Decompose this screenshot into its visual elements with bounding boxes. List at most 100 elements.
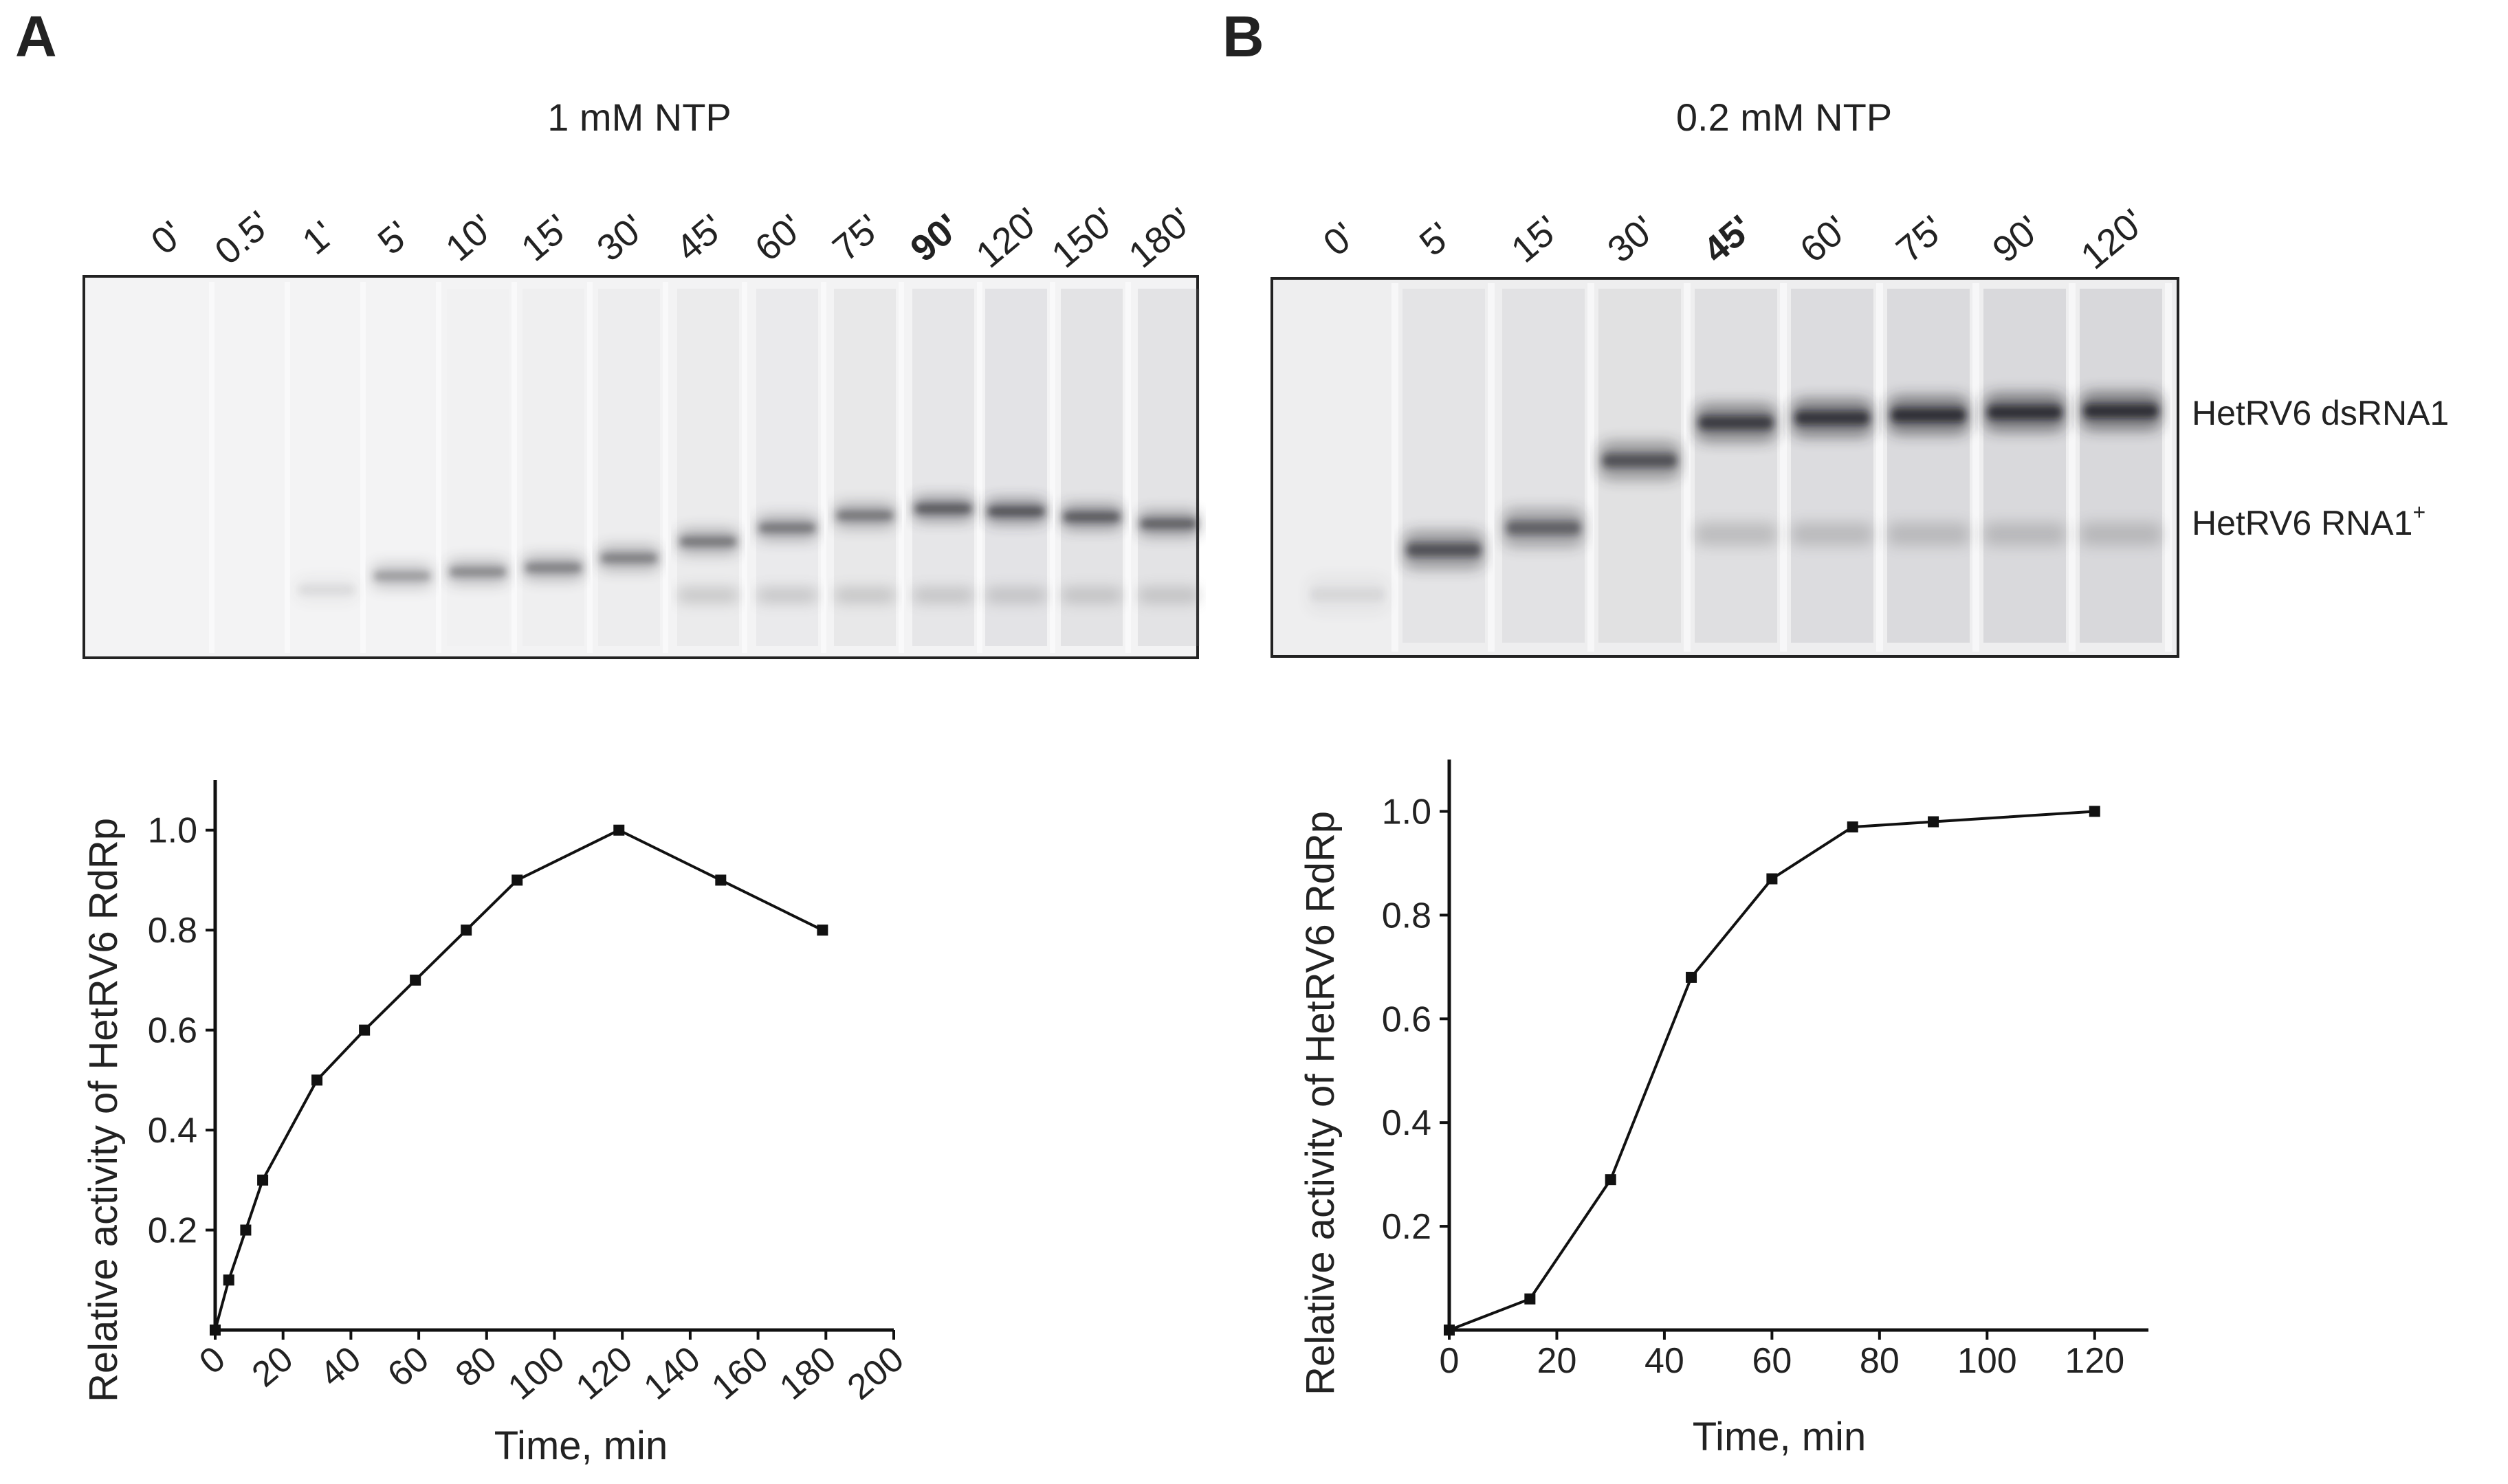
gel-a-lower-band [1061,588,1123,603]
gel-b-image [1270,277,2179,658]
chart-a-x-tick-label: 180 [772,1339,844,1408]
gel-a-lane-gap [285,282,290,653]
gel-b-lane-gap [1587,283,1594,652]
gel-a-lower-band [985,588,1047,603]
gel-a-lane-smear [985,289,1047,646]
chart-a-data-point [223,1274,234,1286]
gel-a-lane-smear [598,289,660,646]
band-label-rna1-superscript: + [2412,500,2426,524]
chart-b-x-tick-label: 100 [1957,1341,2017,1381]
gel-a-band [837,511,893,520]
chart-b-y-tick-label: 0.2 [1382,1207,1431,1247]
chart-a-x-tick-label: 80 [448,1339,505,1395]
gel-a-lane-label: 75' [825,207,888,269]
gel-a-lane-gap [209,282,214,653]
chart-a-y-tick-label: 0.8 [148,911,197,951]
gel-a-lane-label: 10' [438,207,501,269]
chart-a-x-tick-label: 100 [500,1339,572,1408]
gel-b-lane-gap [1780,283,1787,652]
chart-b-data-point [1766,873,1778,885]
chart-a-data-point [715,874,727,886]
chart-a-data-point [461,924,472,936]
chart-a: Relative activity of HetRV6 RdRp Time, m… [81,780,912,1468]
gel-b-lower-band [2080,522,2162,546]
gel-a-lane-label: 0.5' [207,203,278,273]
gel-b-band [1795,411,1869,425]
gel-b-lane-gap [2069,283,2076,652]
gel-a-band [759,523,815,533]
gel-a-lane-gap [821,282,826,653]
chart-a-data-point [512,874,523,886]
gel-a-lane-gap [512,282,517,653]
gel-b-lane-label: 120' [2074,201,2153,278]
gel-a-lower-band [756,588,818,603]
gel-b-frame [1270,277,2179,658]
chart-b-xlabel: Time, min [1693,1415,1866,1459]
gel-b-lane-smear [1887,289,1970,643]
chart-b-ylabel: Relative activity of HetRV6 RdRp [1298,811,1343,1395]
gel-a-lane-smear [756,289,818,646]
gel-b-lane-gap [1972,283,1979,652]
chart-b-data-point [2089,806,2100,817]
gel-a-lane-gap [1125,282,1131,653]
gel-a-band [680,537,736,546]
chart-b-y-tick-label: 0.8 [1382,896,1431,935]
gel-a-lower-band [912,588,974,603]
chart-a-data-point [240,1224,252,1236]
gel-a-lane-gap [360,282,366,653]
chart-a-y-tick-label: 0.4 [148,1111,197,1151]
gel-a-lane-gap [977,282,982,653]
chart-b-x-tick-label: 60 [1752,1341,1792,1381]
gel-a-lane-gap [436,282,441,653]
gel-a-band [1141,519,1197,529]
chart-a-x-tick-label: 160 [705,1339,776,1408]
chart-b-y-tick-label: 0.4 [1382,1103,1431,1143]
gel-a-band [298,585,355,595]
gel-b-band [1407,543,1481,557]
gel-a-image [82,275,1208,659]
chart-a-ylabel: Relative activity of HetRV6 RdRp [81,818,126,1402]
chart-b-y-tick-label: 1.0 [1382,792,1431,832]
gel-b-lane-label: 45' [1695,208,1760,272]
gel-b-lane-gap [2165,283,2172,652]
gel-b-lane-label: 5' [1412,214,1460,264]
chart-a-data-point [311,1074,323,1086]
chart-a-x-tick-label: 200 [840,1339,912,1408]
gel-a-lower-band [677,588,739,603]
gel-a-lane-labels: 0' 0.5' 1' 5' 10' 15' 30' 45' 60' 75' 90' 120'150'1… [144,200,1200,276]
gel-b-lane-smear [1791,289,1873,643]
chart-b-y-tick-label: 0.6 [1382,999,1431,1039]
gel-a-lane-smear [1061,289,1123,646]
panel-a-condition: 1 mM NTP [547,96,732,139]
gel-b-lower-band [1983,522,2066,546]
chart-a-series-line [214,828,824,1331]
chart-a-x-tick-label: 120 [569,1339,640,1408]
gel-a-lane-smear [447,289,509,646]
gel-b-lane-label: 75' [1889,208,1952,271]
gel-b-lane-label: 90' [1985,208,2048,271]
gel-a-band [988,507,1044,516]
gel-b-band [1891,408,1966,422]
chart-a-x-tick-label: 20 [245,1339,301,1395]
gel-b-band [1988,406,2062,419]
chart-b-x-tick-label: 80 [1860,1341,1900,1381]
gel-a-lane-label: 30' [589,207,652,269]
chart-a-y-tick-label: 0.6 [148,1011,197,1051]
gel-a-lane-gap [899,282,904,653]
gel-b-band [1699,416,1773,430]
chart-b: Relative activity of HetRV6 RdRp Time, m… [1298,760,2148,1459]
gel-b-lane-smear [1983,289,2066,643]
chart-a-y-tick-label: 1.0 [148,811,197,851]
chart-b-data-point [1928,816,1939,828]
gel-a-lane-gap [1202,282,1208,653]
gel-a-lane-smear [1138,289,1200,646]
chart-b-x-tick-label: 0 [1440,1341,1460,1381]
gel-a-lane-label: 5' [371,213,418,263]
gel-b-lane-labels: 0' 5' 15' 30' 45' 60' 75' 90' 120' [1316,201,2153,278]
gel-b-band [1603,454,1677,467]
gel-b-band [1506,521,1581,535]
gel-b-lower-band [1887,522,1970,546]
gel-a-lane-label: 1' [295,213,342,263]
chart-a-data-point [257,1174,269,1186]
